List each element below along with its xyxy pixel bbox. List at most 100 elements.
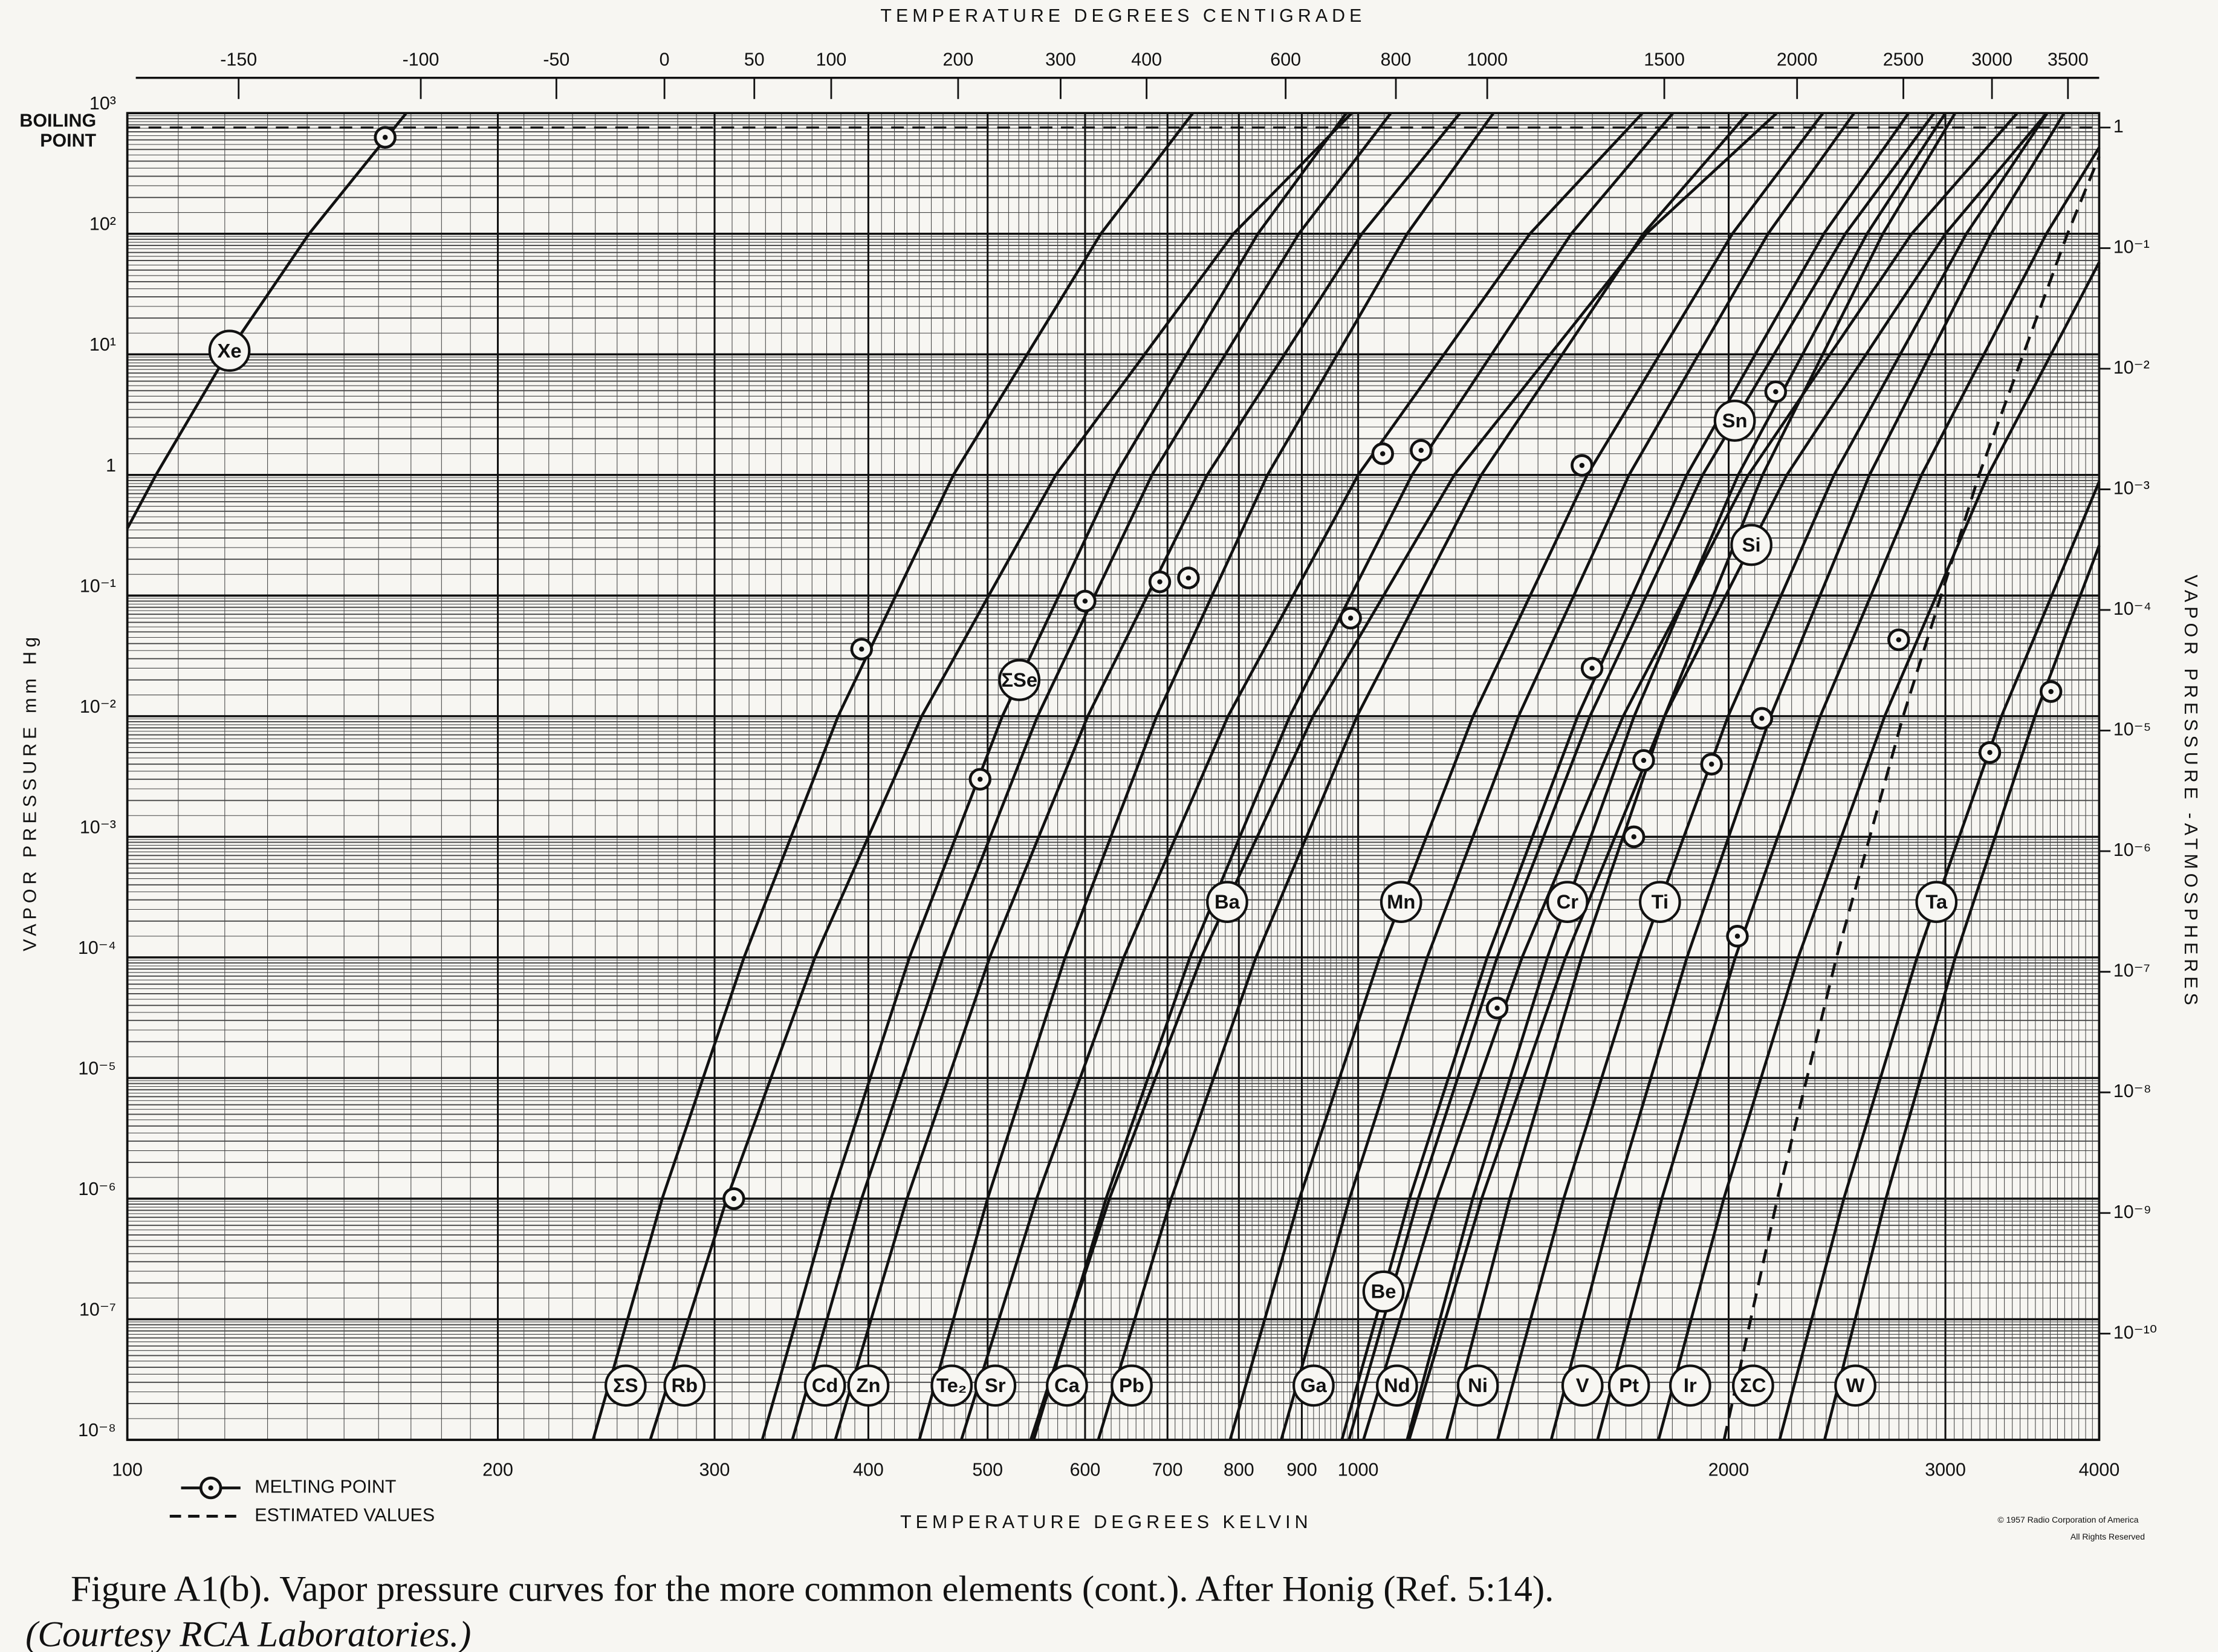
melting-point-dot bbox=[382, 135, 388, 140]
label-badge bbox=[803, 1364, 846, 1407]
series-label: Nd bbox=[1384, 1374, 1410, 1396]
series-label: Mn bbox=[1387, 890, 1415, 913]
x2-tick-label: 400 bbox=[1131, 50, 1162, 70]
labels: Xe ΣS Rb ΣSe Cd Zn Te₂ Sr Ca Pb Ba Ga Nd Be Mn Ni V Pt Cr T… bbox=[208, 126, 2063, 1407]
x-tick-label: 800 bbox=[1224, 1460, 1254, 1480]
x-axis-title: TEMPERATURE DEGREES KELVIN bbox=[900, 1512, 1312, 1532]
vapor-curve bbox=[1032, 112, 1675, 1440]
melting-point-dot bbox=[1157, 579, 1163, 585]
y-tick-label: 10⁻² bbox=[80, 696, 116, 717]
label-badge bbox=[1376, 1364, 1418, 1407]
melting-point-dot bbox=[1082, 598, 1088, 604]
vapor-curve bbox=[1029, 112, 1778, 1440]
melting-point-dot bbox=[859, 646, 864, 652]
series-label: Rb bbox=[671, 1374, 698, 1396]
x2-tick-label: 100 bbox=[816, 50, 847, 70]
vapor-curve bbox=[1778, 481, 2101, 1440]
y-axis-title: VAPOR PRESSURE mm Hg bbox=[20, 633, 41, 951]
x-tick-label: 3000 bbox=[1925, 1460, 1966, 1480]
melting-point-dot bbox=[1380, 451, 1386, 456]
series-label: Ba bbox=[1214, 890, 1240, 913]
melting-point-dot bbox=[1759, 716, 1765, 721]
axes: 100 200 300 400 500 600 700 800 900 1000 2000 3000 4… bbox=[19, 50, 2157, 1480]
series-label: Ta bbox=[1925, 890, 1948, 913]
x-tick-label: 500 bbox=[972, 1460, 1003, 1480]
label-badge bbox=[930, 1364, 973, 1407]
legend-marker-dot bbox=[208, 1485, 213, 1491]
y-tick-label: 10⁻⁴ bbox=[78, 938, 116, 958]
series-label: Ga bbox=[1300, 1374, 1327, 1396]
x2-tick-label: 50 bbox=[744, 50, 765, 70]
label-badge bbox=[663, 1364, 706, 1407]
y-tick-label: 10⁻⁸ bbox=[78, 1420, 116, 1440]
y2-tick-label: 10⁻⁸ bbox=[2113, 1081, 2152, 1101]
melting-point-dot bbox=[1709, 762, 1714, 767]
series-label: ΣSe bbox=[1001, 669, 1037, 691]
y-tick-label: 10¹ bbox=[89, 334, 116, 355]
x-tick-label: 2000 bbox=[1708, 1460, 1749, 1480]
vapor-curve bbox=[1407, 112, 2048, 1440]
x2-tick-label: 3000 bbox=[1971, 50, 2012, 70]
copyright: © 1957 Radio Corporation of America bbox=[1997, 1515, 2138, 1524]
caption: (Courtesy RCA Laboratories.) bbox=[25, 1615, 471, 1652]
x2-tick-label: 1500 bbox=[1644, 50, 1685, 70]
label-badge bbox=[1638, 881, 1681, 923]
vapor-curve bbox=[1347, 112, 1936, 1440]
legend-label: MELTING POINT bbox=[255, 1477, 396, 1497]
label-badge bbox=[998, 659, 1041, 701]
series-label: ΣS bbox=[613, 1374, 638, 1396]
label-badge bbox=[1111, 1364, 1153, 1407]
caption: Figure A1(b). Vapor pressure curves for … bbox=[71, 1569, 1554, 1610]
melting-point-dot bbox=[1579, 462, 1585, 468]
melting-point-dot bbox=[978, 776, 983, 782]
boiling-label: BOILING bbox=[19, 111, 96, 131]
label-badge bbox=[847, 1364, 890, 1407]
vapor-curve bbox=[791, 112, 1392, 1440]
series-label: Ca bbox=[1054, 1374, 1080, 1396]
vapor-curve bbox=[1228, 112, 1824, 1440]
x2-tick-label: 800 bbox=[1381, 50, 1412, 70]
series-label: Te₂ bbox=[936, 1374, 967, 1396]
series-label: Cr bbox=[1557, 890, 1579, 913]
label-badge bbox=[1732, 1364, 1774, 1407]
melting-point-dot bbox=[1347, 615, 1354, 621]
y-tick-label: 10² bbox=[89, 214, 116, 235]
x2-tick-label: 300 bbox=[1045, 50, 1076, 70]
x-tick-label: 700 bbox=[1152, 1460, 1183, 1480]
x-tick-label: 200 bbox=[482, 1460, 513, 1480]
label-badge bbox=[1915, 881, 1958, 923]
vapor-curve bbox=[760, 112, 1347, 1440]
label-badge bbox=[1206, 881, 1248, 923]
label-badge bbox=[1834, 1364, 1876, 1407]
melting-point-dot bbox=[1185, 575, 1192, 581]
series-label: Pt bbox=[1619, 1374, 1639, 1396]
y2-tick-label: 10⁻¹⁰ bbox=[2113, 1322, 2157, 1343]
y2-tick-label: 10⁻⁴ bbox=[2113, 598, 2152, 619]
x2-tick-label: -100 bbox=[403, 50, 439, 70]
label-badge bbox=[1607, 1364, 1650, 1407]
y2-tick-label: 10⁻⁶ bbox=[2113, 840, 2151, 860]
x2-tick-label: 0 bbox=[660, 50, 670, 70]
x2-tick-label: 3500 bbox=[2048, 50, 2089, 70]
top-axis-title: TEMPERATURE DEGREES CENTIGRADE bbox=[880, 5, 1366, 26]
y-tick-label: 10⁻⁷ bbox=[79, 1299, 116, 1320]
label-badge bbox=[974, 1364, 1017, 1407]
vapor-curve bbox=[1340, 112, 1910, 1440]
vapor-curve bbox=[591, 112, 1195, 1440]
copyright: All Rights Reserved bbox=[2070, 1532, 2145, 1541]
x2-tick-label: 1000 bbox=[1467, 50, 1508, 70]
legend-label: ESTIMATED VALUES bbox=[255, 1505, 435, 1525]
label-badge bbox=[1730, 523, 1772, 566]
label-badge bbox=[1713, 400, 1756, 442]
melting-point-dot bbox=[2048, 688, 2054, 695]
melting-point-dot bbox=[731, 1196, 737, 1202]
vapor-curve bbox=[918, 112, 1495, 1440]
series-label: Sr bbox=[985, 1374, 1006, 1396]
series-label: Cd bbox=[812, 1374, 838, 1396]
series-label: Ir bbox=[1684, 1374, 1697, 1396]
boiling-label: POINT bbox=[40, 130, 96, 151]
label-badge bbox=[1669, 1364, 1711, 1407]
y2-tick-label: 10⁻⁵ bbox=[2113, 719, 2151, 740]
